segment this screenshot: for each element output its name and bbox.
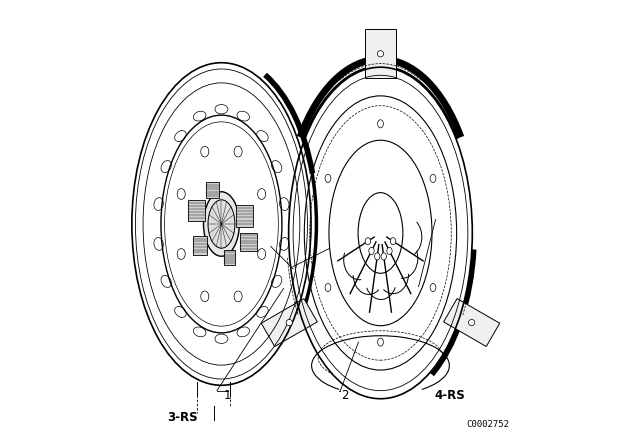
Ellipse shape xyxy=(369,247,374,254)
Text: 1: 1 xyxy=(223,388,231,402)
Ellipse shape xyxy=(378,51,383,57)
Ellipse shape xyxy=(208,200,235,248)
Ellipse shape xyxy=(390,237,396,245)
Bar xyxy=(206,182,219,198)
Ellipse shape xyxy=(387,247,392,254)
Bar xyxy=(240,233,257,251)
Ellipse shape xyxy=(468,319,475,326)
Text: C0002752: C0002752 xyxy=(467,420,509,429)
Text: 2: 2 xyxy=(342,388,349,402)
Bar xyxy=(236,205,253,227)
Text: 3-RS: 3-RS xyxy=(167,411,197,424)
Text: 4-RS: 4-RS xyxy=(435,388,465,402)
Ellipse shape xyxy=(325,174,331,182)
Polygon shape xyxy=(365,29,396,78)
Ellipse shape xyxy=(374,253,380,260)
Bar xyxy=(224,250,235,265)
Ellipse shape xyxy=(204,192,239,256)
Polygon shape xyxy=(261,299,317,346)
Bar xyxy=(188,200,205,221)
Polygon shape xyxy=(444,299,500,346)
Ellipse shape xyxy=(430,174,436,182)
Ellipse shape xyxy=(378,338,383,346)
Bar xyxy=(193,236,207,255)
Ellipse shape xyxy=(381,253,387,260)
Ellipse shape xyxy=(325,284,331,292)
Ellipse shape xyxy=(286,319,292,326)
Ellipse shape xyxy=(378,120,383,128)
Ellipse shape xyxy=(365,237,371,245)
Ellipse shape xyxy=(430,284,436,292)
